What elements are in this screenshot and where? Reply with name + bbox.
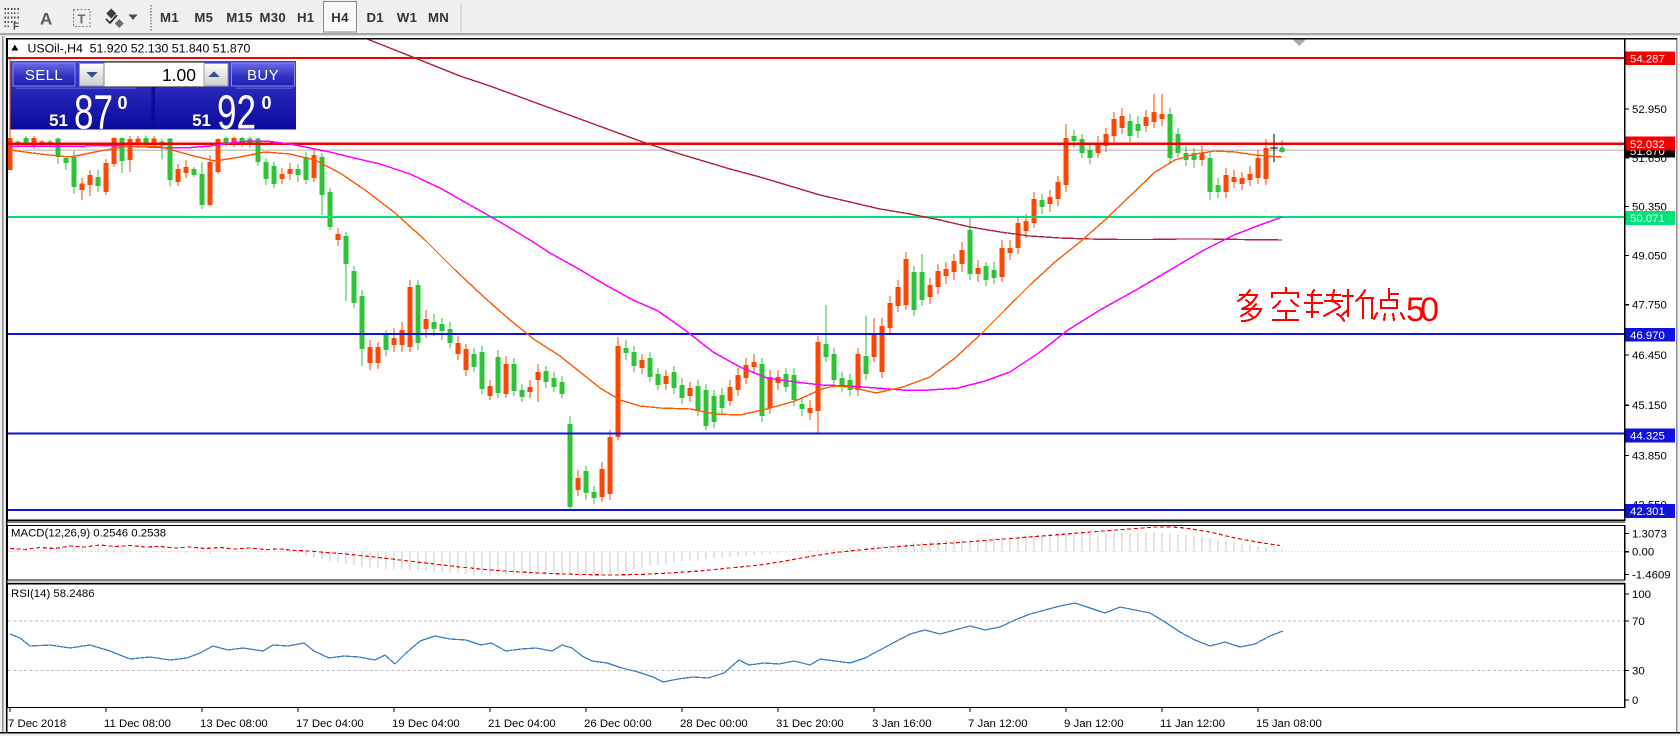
svg-text:28 Dec 00:00: 28 Dec 00:00 — [680, 718, 748, 730]
svg-text:T: T — [78, 12, 86, 27]
svg-text:D1: D1 — [366, 10, 383, 25]
svg-text:46.970: 46.970 — [1630, 330, 1665, 342]
svg-text:F: F — [13, 22, 19, 33]
svg-text:1.3073: 1.3073 — [1632, 529, 1667, 541]
svg-text:50.071: 50.071 — [1630, 213, 1665, 225]
svg-text:92: 92 — [217, 86, 256, 140]
svg-text:-1.4609: -1.4609 — [1632, 570, 1671, 582]
svg-text:17 Dec 04:00: 17 Dec 04:00 — [296, 718, 364, 730]
svg-text:70: 70 — [1632, 616, 1645, 628]
svg-text:45.150: 45.150 — [1632, 400, 1667, 412]
svg-text:BUY: BUY — [247, 67, 279, 84]
svg-text:13 Dec 08:00: 13 Dec 08:00 — [200, 718, 268, 730]
svg-text:43.850: 43.850 — [1632, 451, 1667, 463]
svg-text:M1: M1 — [160, 10, 179, 25]
svg-text:M5: M5 — [194, 10, 213, 25]
svg-text:21 Dec 04:00: 21 Dec 04:00 — [488, 718, 556, 730]
svg-text:M30: M30 — [260, 10, 287, 25]
svg-text:MACD(12,26,9) 0.2546 0.2538: MACD(12,26,9) 0.2546 0.2538 — [11, 528, 166, 540]
svg-text:0.00: 0.00 — [1632, 547, 1654, 559]
svg-text:19 Dec 04:00: 19 Dec 04:00 — [392, 718, 460, 730]
svg-text:42.301: 42.301 — [1630, 506, 1665, 518]
svg-text:7 Jan 12:00: 7 Jan 12:00 — [968, 718, 1028, 730]
svg-text:31 Dec 20:00: 31 Dec 20:00 — [776, 718, 844, 730]
svg-text:USOil-,H4 51.920 52.130 51.84: USOil-,H4 51.920 52.130 51.840 51.870 — [28, 42, 251, 56]
svg-text:RSI(14) 58.2486: RSI(14) 58.2486 — [11, 588, 95, 600]
svg-text:30: 30 — [1632, 665, 1645, 677]
svg-text:11 Dec 08:00: 11 Dec 08:00 — [104, 718, 171, 730]
svg-text:0: 0 — [118, 93, 128, 113]
svg-text:7 Dec 2018: 7 Dec 2018 — [8, 718, 66, 730]
svg-text:M15: M15 — [226, 10, 253, 25]
svg-text:49.050: 49.050 — [1632, 251, 1667, 263]
svg-text:H4: H4 — [331, 10, 349, 25]
svg-text:15 Jan 08:00: 15 Jan 08:00 — [1256, 718, 1322, 730]
svg-text:0: 0 — [1632, 695, 1638, 707]
svg-text:H1: H1 — [297, 10, 314, 25]
svg-text:100: 100 — [1632, 589, 1651, 601]
svg-text:54.287: 54.287 — [1630, 54, 1665, 66]
svg-text:52.032: 52.032 — [1630, 139, 1665, 151]
svg-text:44.325: 44.325 — [1630, 431, 1665, 443]
svg-text:W1: W1 — [397, 10, 417, 25]
svg-text:0: 0 — [262, 93, 272, 113]
svg-text:1.00: 1.00 — [162, 65, 196, 85]
svg-text:47.750: 47.750 — [1632, 300, 1667, 312]
svg-text:11 Jan 12:00: 11 Jan 12:00 — [1160, 718, 1225, 730]
svg-text:SELL: SELL — [25, 67, 63, 84]
svg-text:26 Dec 00:00: 26 Dec 00:00 — [584, 718, 652, 730]
svg-text:MN: MN — [428, 10, 449, 25]
svg-text:52.950: 52.950 — [1632, 104, 1667, 116]
svg-text:3 Jan 16:00: 3 Jan 16:00 — [872, 718, 932, 730]
svg-text:9 Jan 12:00: 9 Jan 12:00 — [1064, 718, 1124, 730]
svg-text:87: 87 — [74, 86, 113, 140]
svg-text:A: A — [40, 10, 52, 29]
svg-text:51: 51 — [192, 111, 211, 130]
svg-text:46.450: 46.450 — [1632, 350, 1667, 362]
svg-text:50.350: 50.350 — [1632, 202, 1667, 214]
svg-text:50: 50 — [1406, 291, 1439, 329]
svg-text:51: 51 — [49, 111, 68, 130]
